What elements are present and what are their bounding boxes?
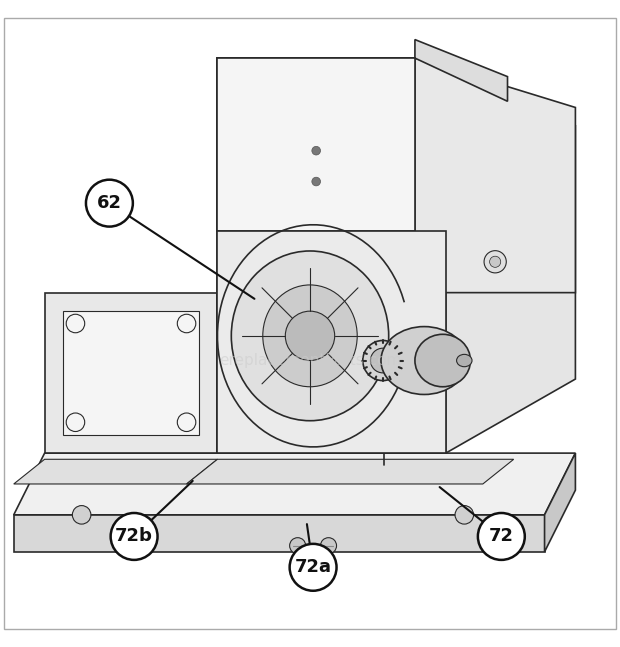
Circle shape <box>321 538 337 554</box>
Circle shape <box>484 250 507 273</box>
Polygon shape <box>14 453 575 515</box>
Circle shape <box>290 538 306 554</box>
Polygon shape <box>544 453 575 552</box>
Circle shape <box>312 177 321 186</box>
Circle shape <box>110 513 157 560</box>
Polygon shape <box>14 515 544 552</box>
Polygon shape <box>187 459 514 484</box>
Ellipse shape <box>363 340 403 380</box>
Polygon shape <box>14 459 218 484</box>
Circle shape <box>285 311 335 360</box>
Ellipse shape <box>263 285 357 387</box>
Polygon shape <box>218 58 415 231</box>
Polygon shape <box>218 58 415 453</box>
Polygon shape <box>218 231 446 453</box>
Polygon shape <box>218 58 415 231</box>
Circle shape <box>478 513 525 560</box>
Polygon shape <box>415 58 575 292</box>
Circle shape <box>290 544 337 591</box>
Circle shape <box>86 180 133 226</box>
Text: 72a: 72a <box>294 558 332 576</box>
Ellipse shape <box>231 251 389 421</box>
Circle shape <box>490 256 501 267</box>
Circle shape <box>73 505 91 524</box>
Polygon shape <box>63 311 199 435</box>
Polygon shape <box>45 292 218 453</box>
Text: 72: 72 <box>489 527 514 545</box>
Ellipse shape <box>415 334 471 387</box>
Polygon shape <box>415 39 508 102</box>
Text: ereplacementParts.com: ereplacementParts.com <box>219 353 401 368</box>
Ellipse shape <box>381 327 467 395</box>
Polygon shape <box>446 126 575 453</box>
Ellipse shape <box>456 355 472 367</box>
Circle shape <box>312 146 321 155</box>
Circle shape <box>455 505 474 524</box>
Ellipse shape <box>371 348 395 373</box>
Text: 62: 62 <box>97 194 122 212</box>
Text: 72b: 72b <box>115 527 153 545</box>
